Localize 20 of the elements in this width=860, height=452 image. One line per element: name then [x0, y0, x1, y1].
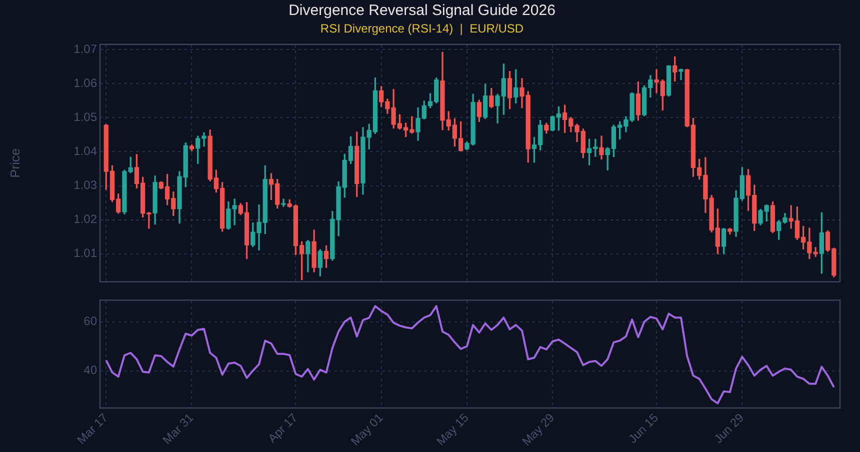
x-tick-label: Mar 17 [74, 410, 111, 447]
x-tick-label: May 29 [519, 410, 558, 448]
y-tick-label: 40 [84, 363, 98, 378]
y-tick-label: 1.07 [74, 42, 98, 56]
chart-title: Divergence Reversal Signal Guide 2026 [288, 2, 556, 20]
x-tick-label: Apr 17 [265, 410, 300, 446]
x-tick-label: Mar 31 [160, 410, 196, 447]
y-tick-label: 60 [84, 314, 98, 328]
y-tick-label: 1.05 [74, 110, 98, 124]
x-tick-label: May 01 [348, 410, 386, 448]
y-tick-label: 1.01 [74, 246, 98, 260]
x-tick-label: Jun 29 [711, 410, 747, 446]
chart-subtitle: RSI Divergence (RSI-14) | EUR/USD [320, 22, 524, 36]
x-tick-label: Jun 15 [626, 410, 662, 446]
y-tick-label: 1.03 [74, 178, 98, 192]
y-tick-label: 1.02 [74, 212, 98, 226]
y-tick-label: 1.04 [74, 144, 98, 158]
y-axis-title: Price [7, 148, 22, 178]
x-tick-label: May 15 [434, 410, 472, 448]
y-tick-label: 1.06 [74, 76, 98, 90]
